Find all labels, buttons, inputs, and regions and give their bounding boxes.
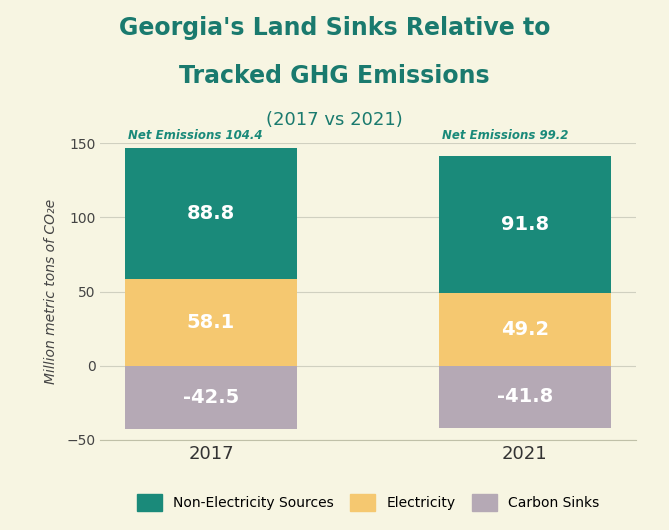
Text: -42.5: -42.5 [183,388,239,407]
Legend: Non-Electricity Sources, Electricity, Carbon Sinks: Non-Electricity Sources, Electricity, Ca… [131,489,605,516]
Y-axis label: Million metric tons of CO₂e: Million metric tons of CO₂e [44,199,58,384]
Text: 88.8: 88.8 [187,204,235,223]
Text: 91.8: 91.8 [501,215,549,234]
Text: -41.8: -41.8 [497,387,553,406]
Text: 49.2: 49.2 [501,320,549,339]
Text: 58.1: 58.1 [187,313,235,332]
Bar [124,148,297,279]
Bar [124,279,297,366]
Bar [439,293,611,366]
Bar [124,366,297,429]
Bar [439,156,611,293]
Text: Georgia's Land Sinks Relative to: Georgia's Land Sinks Relative to [119,16,550,40]
Text: Net Emissions 99.2: Net Emissions 99.2 [442,129,568,143]
Text: (2017 vs 2021): (2017 vs 2021) [266,111,403,129]
Text: Net Emissions 104.4: Net Emissions 104.4 [128,129,262,143]
Text: Tracked GHG Emissions: Tracked GHG Emissions [179,64,490,87]
Bar [439,366,611,428]
